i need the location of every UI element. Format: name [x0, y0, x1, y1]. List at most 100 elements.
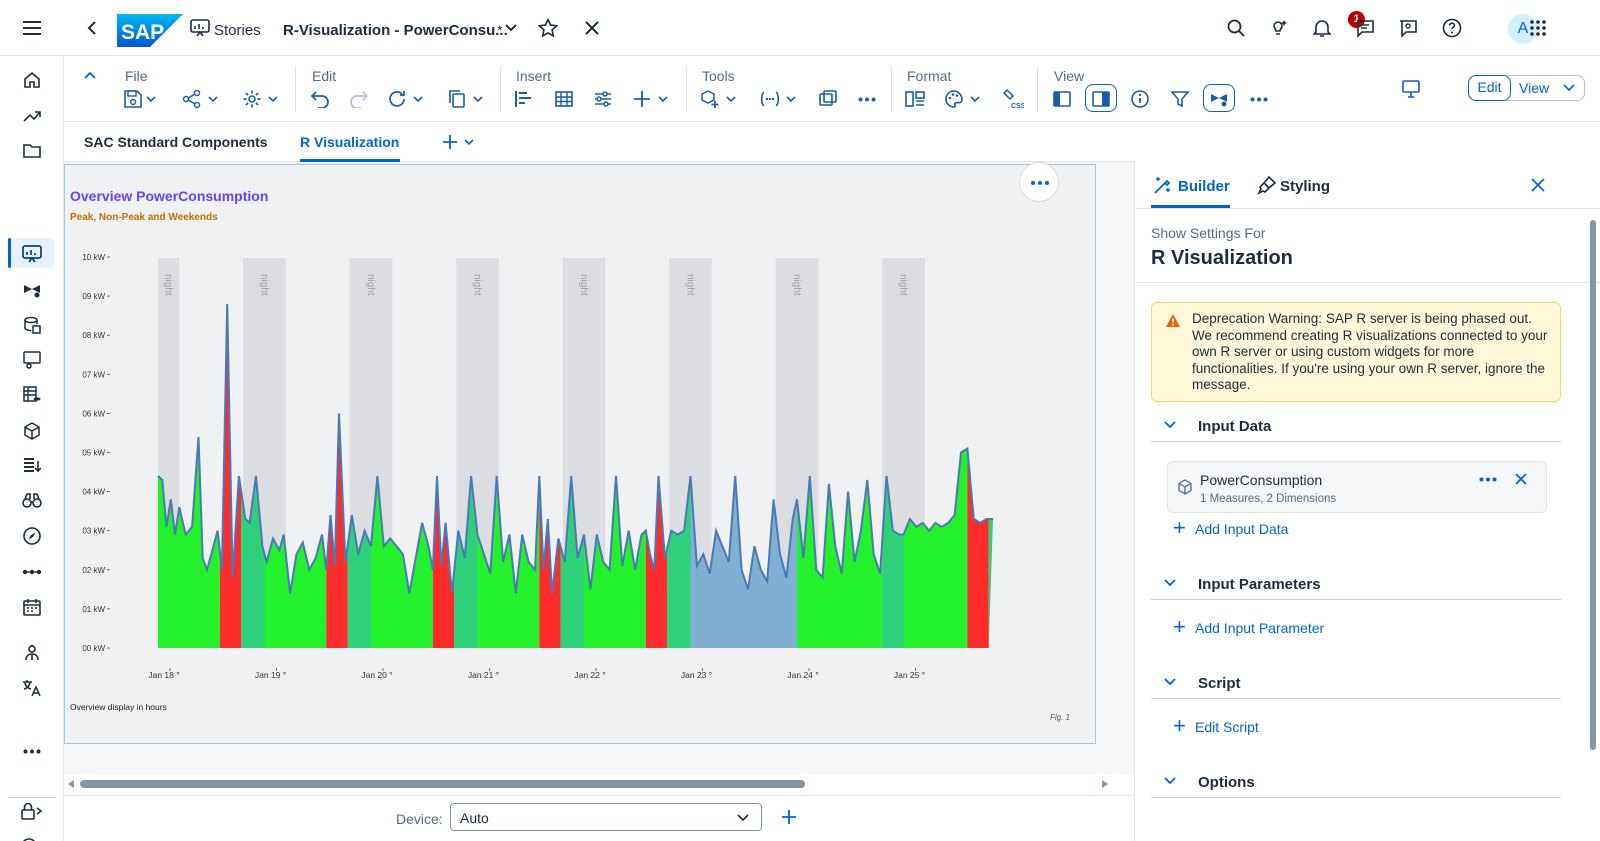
- search-icon[interactable]: [1224, 16, 1248, 40]
- close-panel-icon[interactable]: [1529, 176, 1547, 194]
- chevron-down-icon[interactable]: [1163, 578, 1179, 594]
- notifications-bell-icon[interactable]: [1310, 16, 1334, 40]
- joule-assistant-icon[interactable]: [1266, 16, 1290, 40]
- chevron-down-icon[interactable]: [1561, 80, 1577, 96]
- css-brush-icon[interactable]: CSS: [1002, 88, 1024, 110]
- device-select[interactable]: Auto: [450, 803, 762, 831]
- section-input-parameters[interactable]: Input Parameters: [1151, 570, 1561, 600]
- chevron-down-icon[interactable]: [784, 92, 798, 106]
- tab-sac-standard-components[interactable]: SAC Standard Components: [84, 134, 268, 150]
- compass-icon[interactable]: [20, 524, 44, 548]
- settings-gear-icon[interactable]: [241, 88, 263, 110]
- trend-icon[interactable]: [20, 104, 44, 128]
- folder-icon[interactable]: [20, 139, 44, 163]
- feedback-chat-icon[interactable]: [1353, 16, 1377, 40]
- add-icon[interactable]: [631, 88, 653, 110]
- tab-r-visualization[interactable]: R Visualization: [300, 134, 400, 150]
- shapes-add-icon[interactable]: [699, 88, 721, 110]
- horizontal-scrollbar[interactable]: [80, 780, 805, 788]
- digital-boardroom-icon[interactable]: [20, 348, 44, 372]
- copy-icon[interactable]: [446, 88, 468, 110]
- section-input-data[interactable]: Input Data: [1151, 412, 1561, 442]
- chevron-down-icon[interactable]: [411, 92, 425, 106]
- back-icon[interactable]: [80, 16, 104, 40]
- formula-icon[interactable]: [759, 88, 781, 110]
- device-preview-icon[interactable]: [1400, 78, 1422, 100]
- calendar-icon[interactable]: [20, 595, 44, 619]
- story-title[interactable]: R-Visualization - PowerConsu...: [283, 22, 508, 39]
- chevron-down-icon[interactable]: [206, 92, 220, 106]
- connections-icon[interactable]: [20, 560, 44, 584]
- chevron-down-icon[interactable]: [499, 16, 523, 40]
- chevron-down-icon[interactable]: [724, 92, 738, 106]
- more-options-icon[interactable]: [1477, 472, 1499, 486]
- right-panel-icon[interactable]: [1090, 88, 1112, 110]
- chevron-down-icon[interactable]: [1163, 776, 1179, 792]
- remove-datasource-icon[interactable]: [1513, 471, 1529, 487]
- refresh-icon[interactable]: [386, 88, 408, 110]
- panel-vertical-scrollbar[interactable]: [1590, 220, 1596, 750]
- more-nav-icon[interactable]: [20, 739, 44, 763]
- collaboration-icon[interactable]: [1396, 16, 1420, 40]
- close-story-icon[interactable]: [580, 16, 604, 40]
- tab-builder[interactable]: Builder: [1178, 178, 1230, 195]
- info-icon[interactable]: [1129, 88, 1151, 110]
- security-user-icon[interactable]: [20, 641, 44, 665]
- chevron-down-icon[interactable]: [968, 92, 982, 106]
- lock-expand-icon[interactable]: [20, 799, 44, 823]
- chevron-down-icon[interactable]: [471, 92, 485, 106]
- data-import-icon[interactable]: [20, 454, 44, 478]
- section-options[interactable]: Options: [1151, 768, 1561, 798]
- translation-icon[interactable]: [20, 676, 44, 700]
- info-expand-icon[interactable]: [20, 834, 44, 841]
- tab-styling[interactable]: Styling: [1280, 178, 1331, 195]
- datasets-icon[interactable]: [20, 383, 44, 407]
- designer-icon[interactable]: [1208, 88, 1230, 110]
- analytic-application-icon[interactable]: [20, 278, 44, 302]
- datasource-card[interactable]: PowerConsumption 1 Measures, 2 Dimension…: [1167, 461, 1547, 513]
- scroll-left-icon[interactable]: [66, 778, 76, 790]
- insert-table-icon[interactable]: [553, 88, 575, 110]
- designer-toggle[interactable]: [1203, 84, 1235, 112]
- model-cube-icon[interactable]: [20, 419, 44, 443]
- more-tools-icon[interactable]: [856, 88, 878, 110]
- chevron-down-icon[interactable]: [1163, 420, 1179, 436]
- undo-icon[interactable]: [309, 88, 331, 110]
- redo-icon[interactable]: [348, 88, 370, 110]
- widget-more-button[interactable]: [1019, 162, 1059, 202]
- section-script[interactable]: Script: [1151, 669, 1561, 699]
- more-view-icon[interactable]: [1248, 88, 1270, 110]
- view-mode-button[interactable]: View: [1519, 80, 1550, 96]
- add-device-icon[interactable]: [780, 808, 798, 826]
- breadcrumb-stories[interactable]: Stories: [214, 22, 261, 39]
- favorite-star-icon[interactable]: [536, 16, 560, 40]
- add-page-icon[interactable]: [440, 132, 460, 152]
- insert-chart-icon[interactable]: [513, 88, 535, 110]
- edit-mode-button[interactable]: Edit: [1468, 75, 1511, 101]
- theme-palette-icon[interactable]: [943, 88, 965, 110]
- stories-icon[interactable]: [188, 16, 212, 40]
- share-icon[interactable]: [181, 88, 203, 110]
- chevron-down-icon[interactable]: [462, 135, 476, 149]
- chevron-down-icon[interactable]: [736, 811, 750, 825]
- explorer-binoculars-icon[interactable]: [20, 489, 44, 513]
- right-panel-toggle[interactable]: [1085, 84, 1117, 112]
- filter-icon[interactable]: [1169, 88, 1191, 110]
- chevron-down-icon[interactable]: [144, 92, 158, 106]
- layout-icon[interactable]: [904, 88, 926, 110]
- data-analyzer-icon[interactable]: [20, 313, 44, 337]
- help-icon[interactable]: [1440, 16, 1464, 40]
- home-icon[interactable]: [20, 68, 44, 92]
- collapse-toolbar-icon[interactable]: [79, 64, 101, 86]
- chevron-down-icon[interactable]: [656, 92, 670, 106]
- save-icon[interactable]: [122, 88, 144, 110]
- stories-nav-icon[interactable]: [20, 242, 44, 266]
- menu-icon[interactable]: [20, 16, 44, 40]
- chevron-down-icon[interactable]: [1163, 677, 1179, 693]
- app-grid-icon[interactable]: [1526, 16, 1550, 40]
- layers-icon[interactable]: [817, 88, 839, 110]
- chevron-down-icon[interactable]: [266, 92, 280, 106]
- r-visualization-widget[interactable]: night night night night night night night night…: [64, 164, 1096, 744]
- scroll-right-icon[interactable]: [1100, 778, 1110, 790]
- left-panel-icon[interactable]: [1051, 88, 1073, 110]
